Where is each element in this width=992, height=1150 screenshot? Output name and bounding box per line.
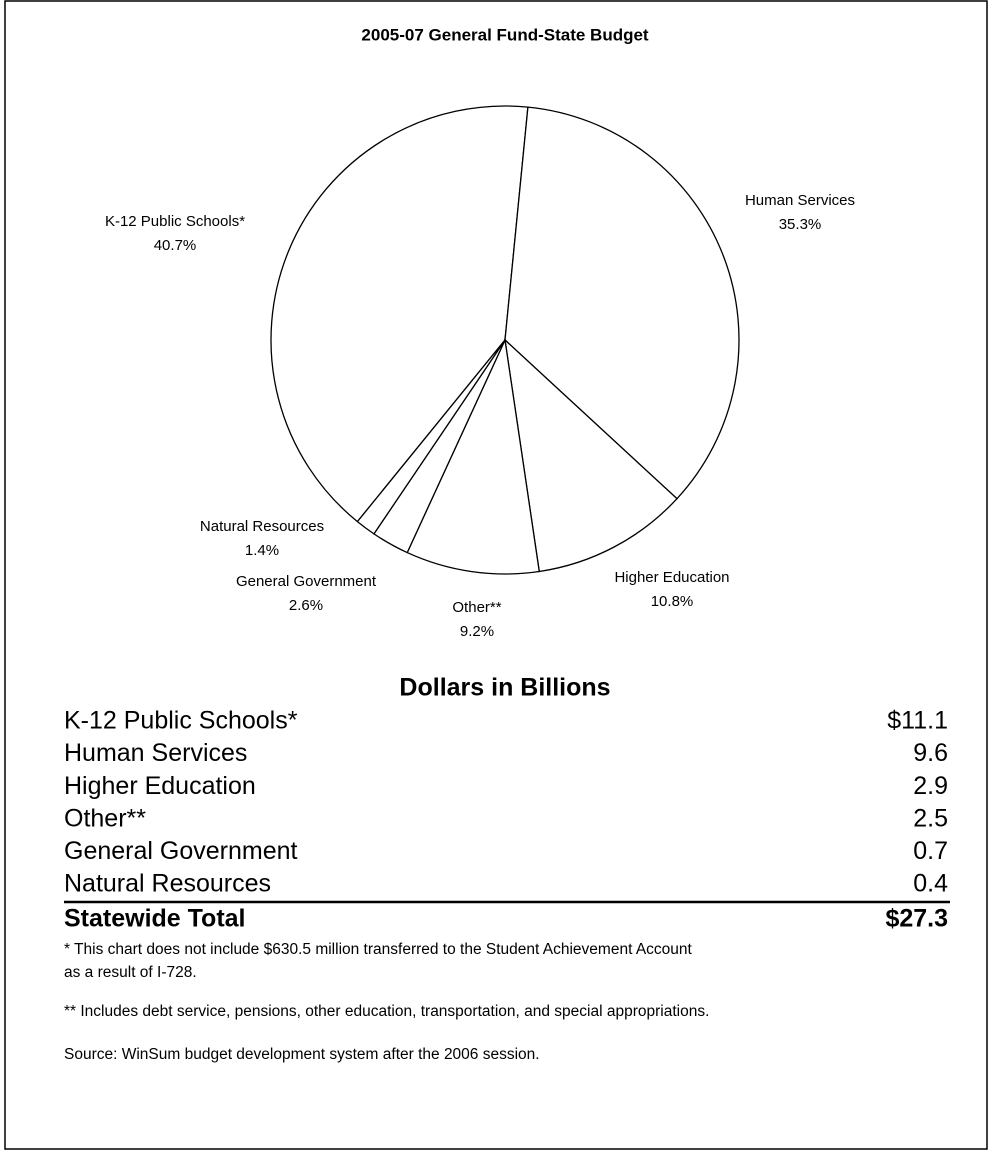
row-amount: 9.6 bbox=[913, 739, 948, 767]
total-label: Statewide Total bbox=[64, 905, 246, 933]
slice-value: 1.4% bbox=[245, 542, 279, 559]
slice-value: 40.7% bbox=[154, 237, 197, 254]
slice-label: Natural Resources bbox=[200, 518, 324, 535]
row-amount: 2.9 bbox=[913, 772, 948, 800]
table-title: Dollars in Billions bbox=[399, 674, 610, 702]
slice-value: 35.3% bbox=[779, 216, 822, 233]
slice-label: K-12 Public Schools* bbox=[105, 213, 245, 230]
row-label: Higher Education bbox=[64, 772, 256, 800]
source: Source: WinSum budget development system… bbox=[64, 1046, 540, 1063]
note: as a result of I-728. bbox=[64, 964, 197, 981]
slice-label: Other** bbox=[452, 599, 501, 616]
pie-slice bbox=[504, 338, 678, 573]
slice-label: Higher Education bbox=[614, 569, 729, 586]
row-label: K-12 Public Schools* bbox=[64, 707, 298, 735]
pie-slice bbox=[270, 105, 529, 523]
row-amount: 0.4 bbox=[913, 870, 948, 898]
row-label: General Government bbox=[64, 837, 298, 865]
row-amount: 2.5 bbox=[913, 804, 948, 832]
slice-value: 2.6% bbox=[289, 597, 323, 614]
row-label: Other** bbox=[64, 804, 146, 832]
slice-value: 10.8% bbox=[651, 593, 694, 610]
pie-slice bbox=[406, 337, 541, 575]
slice-value: 9.2% bbox=[460, 623, 494, 640]
pie-slice bbox=[504, 106, 740, 500]
note: * This chart does not include $630.5 mil… bbox=[64, 941, 693, 958]
slice-label: General Government bbox=[236, 573, 377, 590]
row-amount: 0.7 bbox=[913, 837, 948, 865]
row-label: Human Services bbox=[64, 739, 247, 767]
row-label: Natural Resources bbox=[64, 870, 271, 898]
row-amount: $11.1 bbox=[887, 707, 948, 735]
note: ** Includes debt service, pensions, othe… bbox=[64, 1003, 709, 1020]
total-amount: $27.3 bbox=[885, 905, 948, 933]
slice-label: Human Services bbox=[745, 192, 855, 209]
chart-title: 2005-07 General Fund-State Budget bbox=[361, 25, 649, 44]
pie-slice bbox=[356, 339, 506, 535]
